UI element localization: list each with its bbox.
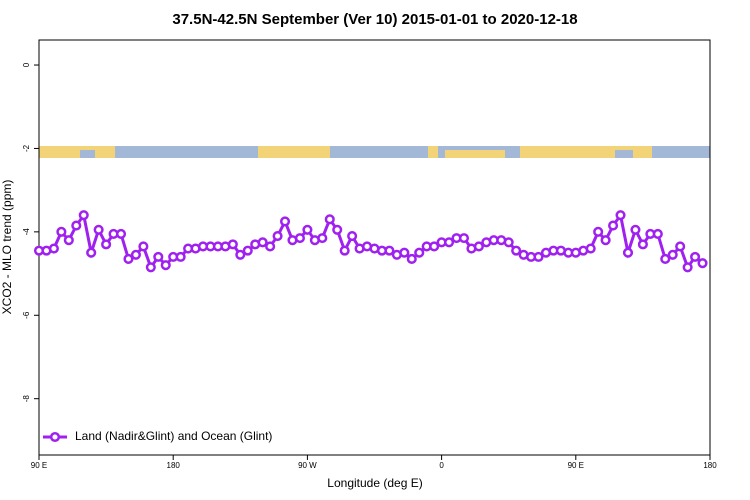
point [227, 239, 238, 250]
point [615, 210, 626, 221]
x-axis-label: Longitude (deg E) [327, 476, 422, 490]
point [63, 235, 74, 246]
point [630, 224, 641, 235]
point [637, 239, 648, 250]
point [86, 247, 97, 258]
point [78, 210, 89, 221]
point [130, 249, 141, 260]
y-tick-label: -8 [22, 395, 31, 403]
point [272, 230, 283, 242]
point [153, 251, 164, 262]
y-axis-label: XCO2 - MLO trend (ppm) [0, 180, 14, 315]
point [660, 253, 671, 265]
point [429, 241, 440, 252]
y-tick-label: -4 [22, 228, 31, 236]
point [123, 253, 134, 265]
point [682, 262, 693, 273]
point [317, 233, 328, 244]
point [138, 241, 149, 252]
point [347, 230, 358, 242]
point [101, 239, 112, 250]
map-strip [39, 146, 710, 158]
x-tick-label: 180 [703, 461, 717, 470]
x-tick-label: 0 [439, 461, 444, 470]
point [444, 237, 455, 248]
legend-label: Land (Nadir&Glint) and Ocean (Glint) [75, 429, 272, 443]
point [667, 249, 678, 260]
x-tick-label: 90 E [31, 461, 47, 470]
point [533, 251, 544, 262]
point [593, 226, 604, 237]
point [48, 243, 59, 254]
point [71, 220, 82, 231]
y-tick-label: 0 [22, 62, 31, 67]
point [384, 245, 395, 256]
point [414, 247, 425, 258]
point [406, 253, 417, 265]
point [56, 226, 67, 237]
point [697, 258, 708, 269]
point [242, 245, 253, 256]
point [235, 249, 246, 260]
point [608, 220, 619, 231]
point [294, 233, 305, 244]
point [473, 241, 484, 252]
x-tick-label: 90 E [568, 461, 584, 470]
x-tick-label: 90 W [298, 461, 317, 470]
point [675, 241, 686, 252]
y-tick-label: -2 [22, 144, 31, 152]
point [160, 260, 171, 271]
point [302, 224, 313, 235]
point [585, 243, 596, 254]
point [652, 228, 663, 239]
x-tick-label: 180 [167, 461, 181, 470]
point [458, 233, 470, 244]
point [145, 262, 156, 273]
point [279, 216, 291, 227]
legend-marker [49, 431, 61, 443]
point [399, 247, 410, 258]
point [175, 251, 186, 262]
point [622, 247, 634, 258]
y-tick-label: -6 [22, 311, 31, 319]
point [600, 235, 611, 246]
point [339, 245, 350, 256]
point [503, 237, 514, 248]
point [257, 237, 268, 248]
point [115, 228, 127, 239]
point [511, 245, 522, 256]
point [324, 214, 335, 225]
point [265, 241, 276, 252]
chart-title: 37.5N-42.5N September (Ver 10) 2015-01-0… [172, 11, 577, 28]
point [690, 251, 701, 262]
point [332, 224, 343, 235]
point [93, 224, 104, 235]
